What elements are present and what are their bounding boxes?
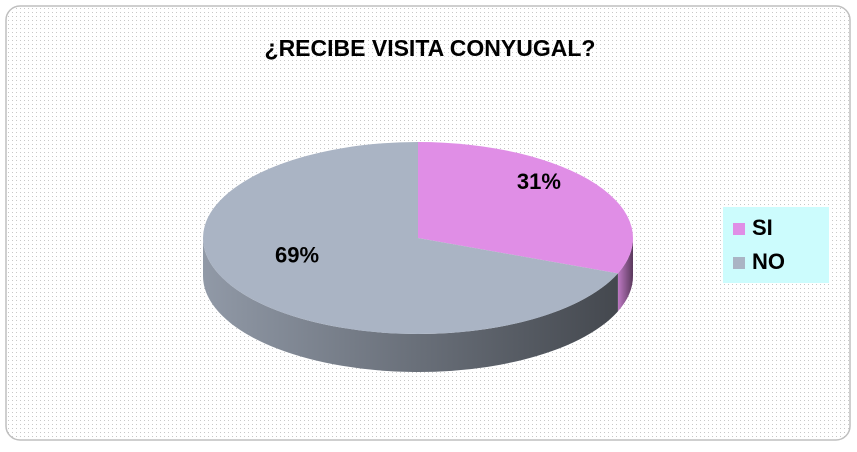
legend-box: [723, 207, 829, 283]
pie-slice: [418, 142, 633, 274]
pie-slice: [202, 142, 618, 334]
legend-swatch: [733, 223, 745, 235]
data-label: 69%: [275, 243, 319, 268]
data-label: 31%: [517, 169, 561, 194]
chart-title: ¿RECIBE VISITA CONYUGAL?: [265, 35, 596, 61]
legend-label: NO: [752, 249, 785, 274]
slice-side-shade: [203, 238, 618, 372]
legend-label: SI: [752, 215, 773, 240]
legend-swatch: [733, 257, 745, 269]
slice-side-shade: [617, 238, 633, 312]
